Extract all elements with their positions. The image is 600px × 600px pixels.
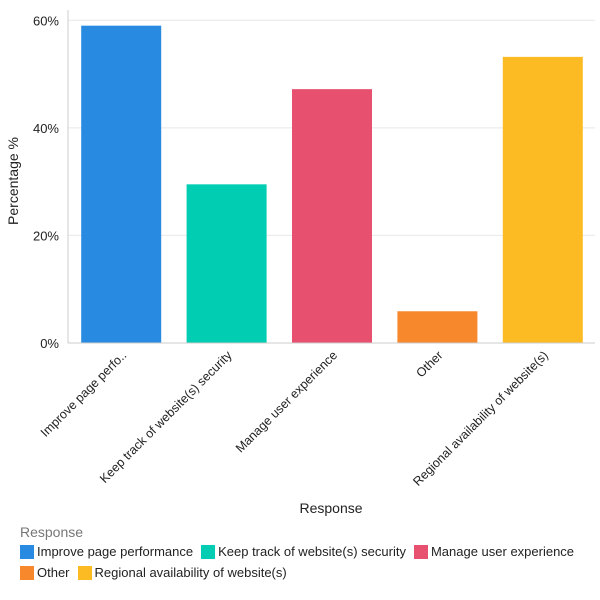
legend-swatch [201,544,216,559]
bar-chart: 0%20%40%60%Improve page perfo..Keep trac… [5,10,595,516]
legend-item[interactable]: Manage user experience [413,544,575,559]
legend-swatch [413,544,428,559]
legend: Response Improve page performance Keep tr… [20,524,600,580]
legend-item[interactable]: Regional availability of website(s) [77,565,287,580]
legend-label: Regional availability of website(s) [94,565,287,580]
legend-label: Other [37,565,70,580]
legend-swatch [20,565,34,580]
legend-item[interactable]: Improve page performance [20,544,193,559]
x-axis-label: Response [299,500,362,516]
legend-label: Improve page performance [37,544,194,559]
bar[interactable] [81,25,162,343]
legend-label: Keep track of website(s) security [218,544,406,559]
legend-title: Response [20,524,84,540]
bar[interactable] [292,89,372,343]
y-tick-label: 20% [33,228,59,243]
legend-swatch [77,565,92,580]
bar[interactable] [502,56,583,343]
x-tick-label: Improve page perfo.. [38,348,129,439]
legend-swatch [20,544,34,559]
bar[interactable] [397,311,478,343]
y-tick-label: 60% [33,13,59,28]
x-tick-label: Other [414,348,446,380]
y-axis-label: Percentage % [5,137,21,225]
legend-label: Manage user experience [430,544,575,559]
bar[interactable] [186,184,267,343]
y-tick-label: 40% [33,121,59,136]
legend-item[interactable]: Keep track of website(s) security [201,544,406,559]
legend-item[interactable]: Other [20,565,70,580]
x-tick-label: Manage user experience [233,348,340,455]
y-tick-label: 0% [40,336,59,351]
